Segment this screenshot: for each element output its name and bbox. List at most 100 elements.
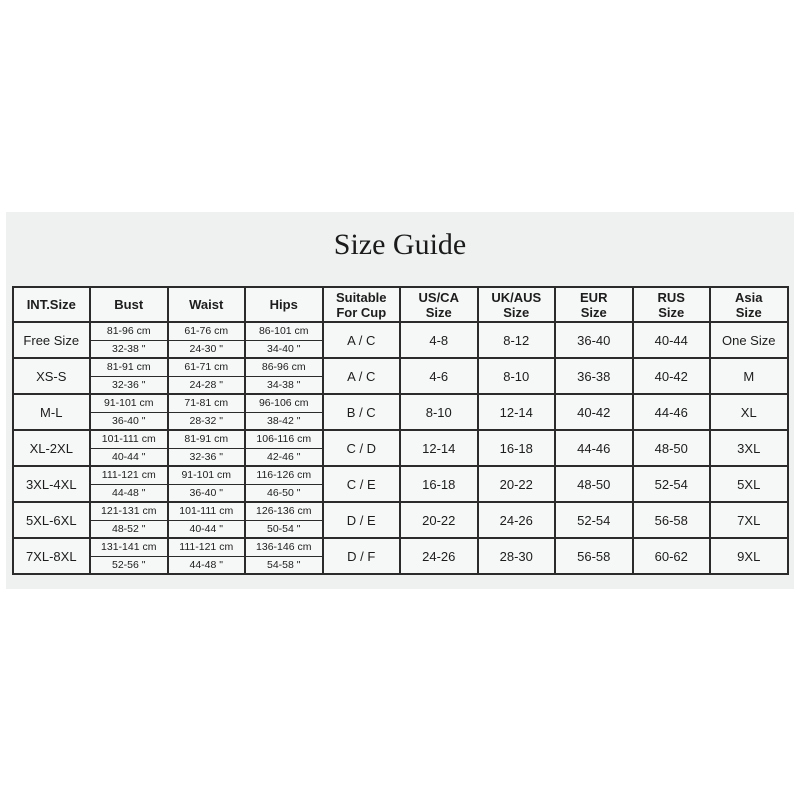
cell-hips-in: 54-58 ": [244, 555, 324, 575]
cell-int-size: M-L: [11, 393, 91, 431]
cell-waist-cm: 101-111 cm: [166, 501, 246, 521]
cell-rus: 52-54: [631, 465, 711, 503]
cell-bust-in: 36-40 ": [89, 411, 169, 431]
cell-rus: 56-58: [631, 501, 711, 539]
size-row-inches: 32-38 " 24-30 " 34-40 ": [13, 339, 788, 359]
cell-eur: 36-38: [554, 357, 634, 395]
cell-asia: 7XL: [709, 501, 789, 539]
cell-hips-in: 46-50 ": [244, 483, 324, 503]
size-row-inches: 40-44 " 32-36 " 42-46 ": [13, 447, 788, 467]
cell-asia: XL: [709, 393, 789, 431]
size-row: 7XL-8XL 131-141 cm 111-121 cm 136-146 cm D /…: [11, 537, 789, 575]
cell-uk-aus: 28-30: [476, 537, 556, 575]
size-row: 5XL-6XL 121-131 cm 101-111 cm 126-136 cm D /…: [11, 501, 789, 539]
size-row-inches: 48-52 " 40-44 " 50-54 ": [13, 519, 788, 539]
cell-uk-aus: 12-14: [476, 393, 556, 431]
cell-asia: M: [709, 357, 789, 395]
cell-cup: C / E: [321, 465, 401, 503]
cell-waist-cm: 61-76 cm: [166, 321, 246, 341]
cell-waist-cm: 81-91 cm: [166, 429, 246, 449]
cell-rus: 40-42: [631, 357, 711, 395]
header-cell-us-ca: US/CA Size: [399, 286, 479, 323]
header-cell-waist: Waist: [166, 286, 246, 323]
cell-us-ca: 4-8: [399, 321, 479, 359]
cell-bust-cm: 81-96 cm: [89, 321, 169, 341]
header-cell-asia: Asia Size: [709, 286, 789, 323]
cell-waist-in: 36-40 ": [166, 483, 246, 503]
cell-int-size: Free Size: [11, 321, 91, 359]
cell-us-ca: 12-14: [399, 429, 479, 467]
header-row: INT.Size Bust Waist Hips Suitable For Cup US/…: [11, 286, 789, 323]
cell-cup: A / C: [321, 321, 401, 359]
cell-eur: 48-50: [554, 465, 634, 503]
page-title: Size Guide: [333, 228, 467, 261]
size-row: M-L 91-101 cm 71-81 cm 96-106 cm B / C 8-10 12…: [11, 393, 789, 431]
size-guide-table: INT.Size Bust Waist Hips Suitable For Cup US/…: [11, 286, 789, 575]
cell-int-size: 3XL-4XL: [11, 465, 91, 503]
header-cell-rus: RUS Size: [631, 286, 711, 323]
cell-bust-cm: 81-91 cm: [89, 357, 169, 377]
cell-cup: A / C: [321, 357, 401, 395]
cell-int-size: 7XL-8XL: [11, 537, 91, 575]
header-cell-cup: Suitable For Cup: [321, 286, 401, 323]
cell-bust-cm: 101-111 cm: [89, 429, 169, 449]
cell-waist-cm: 91-101 cm: [166, 465, 246, 485]
cell-waist-in: 24-28 ": [166, 375, 246, 395]
header-cell-bust: Bust: [89, 286, 169, 323]
cell-eur: 40-42: [554, 393, 634, 431]
cell-cup: D / F: [321, 537, 401, 575]
cell-waist-in: 44-48 ": [166, 555, 246, 575]
cell-bust-cm: 111-121 cm: [89, 465, 169, 485]
cell-uk-aus: 16-18: [476, 429, 556, 467]
cell-us-ca: 16-18: [399, 465, 479, 503]
cell-rus: 44-46: [631, 393, 711, 431]
cell-int-size: XL-2XL: [11, 429, 91, 467]
size-row-inches: 32-36 " 24-28 " 34-38 ": [13, 375, 788, 395]
cell-rus: 48-50: [631, 429, 711, 467]
cell-waist-cm: 61-71 cm: [166, 357, 246, 377]
cell-hips-cm: 86-101 cm: [244, 321, 324, 341]
cell-hips-in: 42-46 ": [244, 447, 324, 467]
cell-us-ca: 8-10: [399, 393, 479, 431]
cell-bust-cm: 91-101 cm: [89, 393, 169, 413]
header-cell-eur: EUR Size: [554, 286, 634, 323]
cell-bust-in: 40-44 ": [89, 447, 169, 467]
cell-uk-aus: 20-22: [476, 465, 556, 503]
cell-eur: 36-40: [554, 321, 634, 359]
cell-uk-aus: 8-12: [476, 321, 556, 359]
cell-us-ca: 24-26: [399, 537, 479, 575]
cell-hips-cm: 126-136 cm: [244, 501, 324, 521]
cell-us-ca: 20-22: [399, 501, 479, 539]
cell-bust-in: 44-48 ": [89, 483, 169, 503]
size-row-inches: 44-48 " 36-40 " 46-50 ": [13, 483, 788, 503]
cell-waist-in: 40-44 ": [166, 519, 246, 539]
cell-waist-cm: 71-81 cm: [166, 393, 246, 413]
cell-waist-in: 28-32 ": [166, 411, 246, 431]
cell-asia: 5XL: [709, 465, 789, 503]
cell-rus: 60-62: [631, 537, 711, 575]
cell-waist-in: 32-36 ": [166, 447, 246, 467]
cell-cup: B / C: [321, 393, 401, 431]
cell-waist-in: 24-30 ": [166, 339, 246, 359]
cell-int-size: 5XL-6XL: [11, 501, 91, 539]
cell-eur: 44-46: [554, 429, 634, 467]
cell-cup: C / D: [321, 429, 401, 467]
header-cell-uk-aus: UK/AUS Size: [476, 286, 556, 323]
header-cell-int-size: INT.Size: [11, 286, 91, 323]
cell-hips-in: 50-54 ": [244, 519, 324, 539]
cell-bust-in: 52-56 ": [89, 555, 169, 575]
cell-bust-in: 48-52 ": [89, 519, 169, 539]
cell-eur: 52-54: [554, 501, 634, 539]
cell-int-size: XS-S: [11, 357, 91, 395]
cell-asia: 9XL: [709, 537, 789, 575]
size-row: XS-S 81-91 cm 61-71 cm 86-96 cm A / C 4-6 8-10…: [11, 357, 789, 395]
cell-hips-cm: 86-96 cm: [244, 357, 324, 377]
cell-uk-aus: 8-10: [476, 357, 556, 395]
cell-asia: One Size: [709, 321, 789, 359]
cell-hips-cm: 96-106 cm: [244, 393, 324, 413]
cell-bust-in: 32-38 ": [89, 339, 169, 359]
cell-uk-aus: 24-26: [476, 501, 556, 539]
